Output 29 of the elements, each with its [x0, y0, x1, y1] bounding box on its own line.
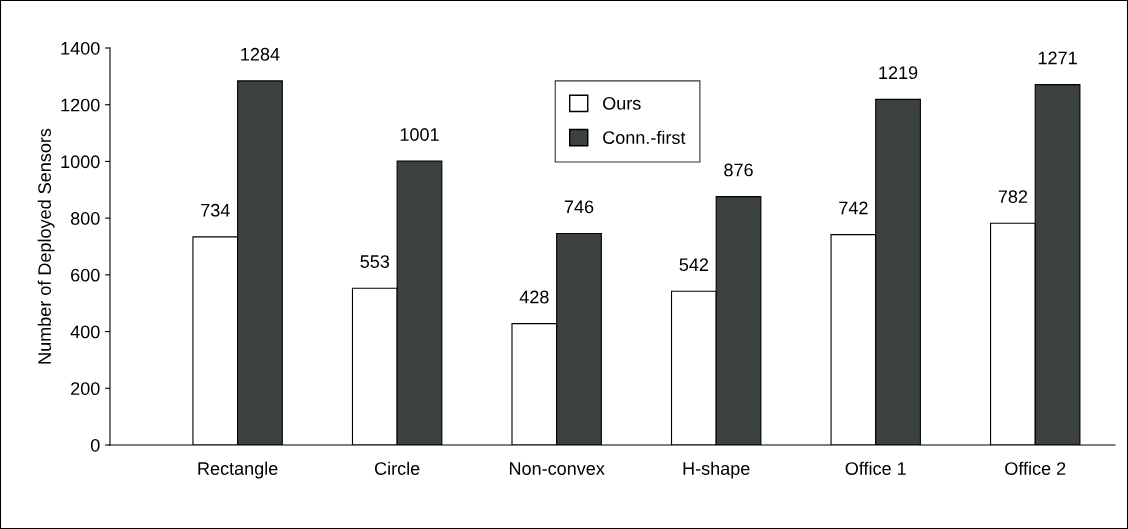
data-label: 876	[724, 163, 753, 177]
data-label: 428	[519, 290, 549, 304]
data-label: 1284	[241, 47, 280, 61]
data-label: 782	[998, 190, 1028, 204]
x-tick-label: Office 1	[845, 461, 906, 475]
data-label: 734	[201, 203, 230, 217]
legend-label: Ours	[603, 96, 641, 110]
x-tick-label: Office 2	[1005, 461, 1066, 475]
y-tick-label: 1200	[61, 98, 100, 112]
data-label: 553	[360, 255, 390, 268]
data-label: 542	[679, 258, 709, 272]
x-tick-label: Rectangle	[198, 461, 278, 479]
x-tick-label: H-shape	[683, 461, 750, 479]
y-tick-label: 400	[70, 325, 100, 339]
data-label: 1001	[400, 128, 439, 141]
y-tick-label: 1400	[61, 41, 100, 55]
y-axis-title: Number of Deployed Sensors	[37, 128, 55, 364]
x-tick-label: Circle	[374, 461, 420, 475]
data-label: 742	[839, 201, 868, 215]
data-label: 746	[564, 200, 594, 214]
y-tick-label: 200	[71, 382, 100, 396]
y-tick-label: 800	[70, 212, 100, 225]
y-tick-label: 600	[71, 268, 100, 282]
data-label: 1219	[879, 66, 918, 80]
y-tick-label: 1000	[61, 155, 100, 169]
data-label: 1271	[1038, 51, 1077, 65]
legend-label: Conn.-first	[603, 130, 686, 144]
y-tick-label: 0	[90, 438, 100, 452]
x-tick-label: Non-convex	[509, 462, 605, 475]
